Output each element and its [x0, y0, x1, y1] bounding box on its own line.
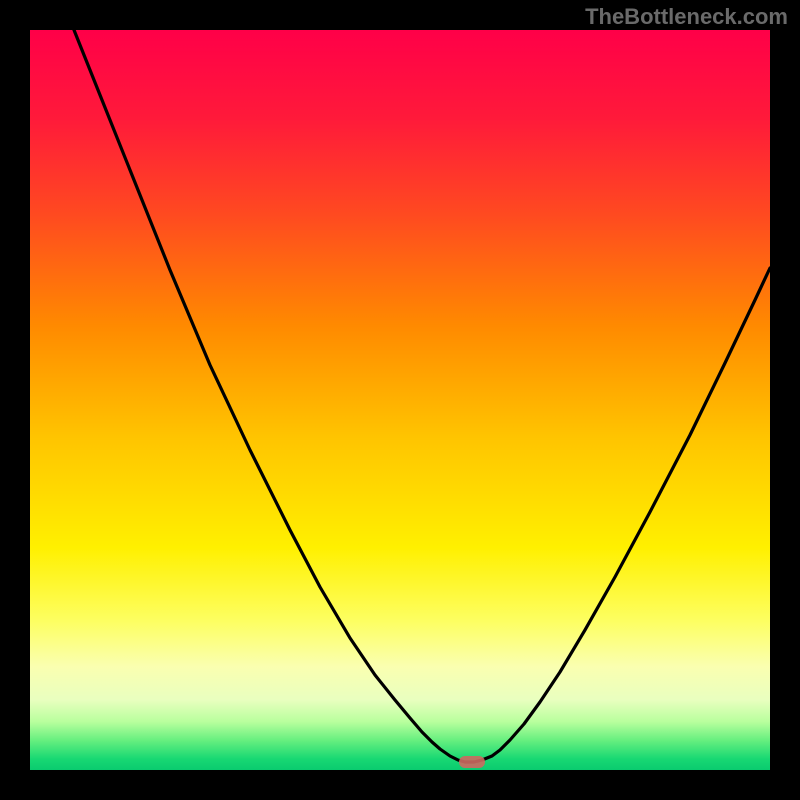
chart-container: TheBottleneck.com: [0, 0, 800, 800]
minimum-marker: [459, 756, 485, 768]
plot-background: [30, 30, 770, 770]
watermark-text: TheBottleneck.com: [585, 4, 788, 30]
bottleneck-chart: [0, 0, 800, 800]
